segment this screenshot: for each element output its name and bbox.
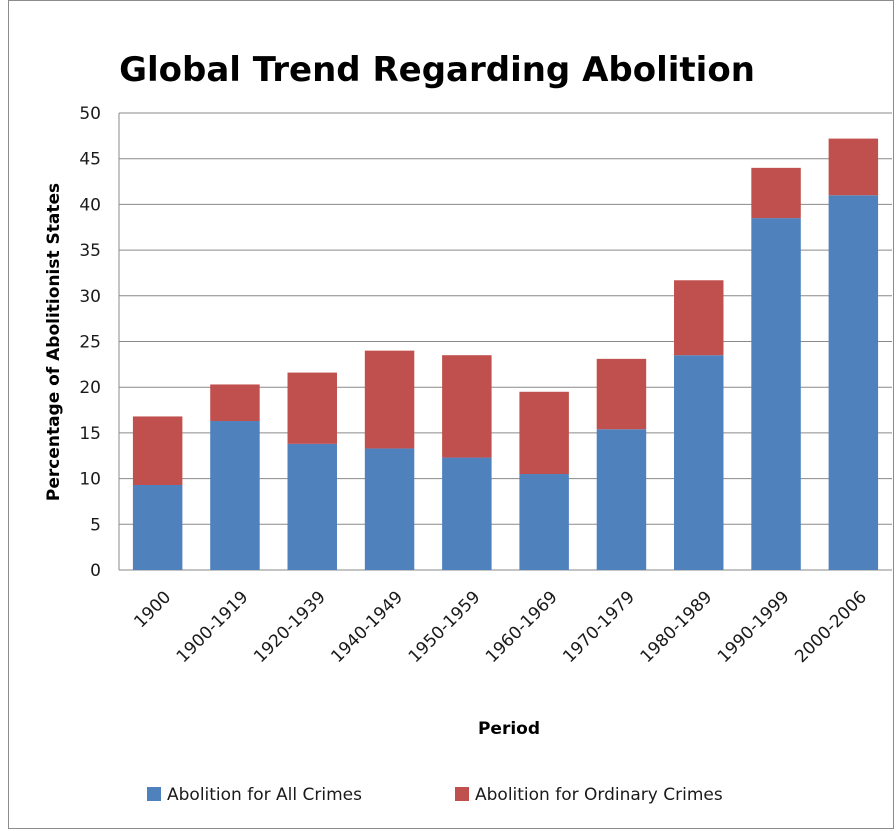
legend-swatch [147,787,161,801]
y-tick-label: 5 [90,515,101,535]
bar-all-crimes-1940-1949 [364,448,415,570]
bar-all-crimes-2000-2006 [828,195,879,570]
x-tick-label: 1960-1969 [482,587,562,667]
x-tick-label: 1980-1989 [637,587,717,667]
bar-all-crimes-1900-1919 [210,421,260,570]
bar-ordinary-crimes-2000-2006 [828,138,879,196]
legend-swatch [455,787,469,801]
y-axis-title: Percentage of Abolitionist States [44,183,64,501]
x-tick-label: 1940-1949 [327,587,407,667]
bar-ordinary-crimes-1960-1969 [519,391,569,475]
bar-all-crimes-1900 [132,484,183,570]
legend-label: Abolition for All Crimes [167,785,362,805]
bar-all-crimes-1920-1939 [287,443,337,570]
bar-ordinary-crimes-1900 [132,416,183,485]
y-tick-label: 35 [79,241,101,261]
y-tick-label: 15 [79,424,101,444]
chart-frame: Global Trend Regarding Abolition 0 5 10 15 2… [8,0,894,829]
x-axis-tick-labels: 19001900-19191920-19391940-19491950-1959… [130,587,870,667]
bar-ordinary-crimes-1940-1949 [364,350,415,449]
chart-canvas: Global Trend Regarding Abolition 0 5 10 15 2… [44,50,892,805]
y-tick-label: 0 [90,561,101,581]
bar-all-crimes-1990-1999 [751,218,801,571]
y-tick-label: 40 [79,195,101,215]
bar-all-crimes-1960-1969 [519,474,569,570]
y-tick-label: 45 [79,150,101,170]
y-tick-label: 50 [79,104,101,124]
bars [132,138,879,571]
y-tick-label: 20 [79,378,101,398]
x-tick-label: 1970-1979 [559,587,639,667]
bar-ordinary-crimes-1950-1959 [442,355,492,458]
bar-ordinary-crimes-1970-1979 [596,358,647,430]
x-tick-label: 1990-1999 [714,587,794,667]
bar-all-crimes-1970-1979 [596,429,647,570]
y-tick-label: 10 [79,470,101,490]
x-tick-label: 1950-1959 [405,587,485,667]
legend: Abolition for All Crimes Abolition for Or… [147,785,723,805]
chart-title: Global Trend Regarding Abolition [119,50,755,90]
x-tick-label: 2000-2006 [791,587,871,667]
bar-all-crimes-1950-1959 [442,457,492,570]
bar-ordinary-crimes-1990-1999 [751,167,801,219]
bar-ordinary-crimes-1900-1919 [210,384,260,422]
x-tick-label: 1900 [130,587,175,632]
y-tick-label: 30 [79,287,101,307]
y-tick-label: 25 [79,333,101,353]
bar-ordinary-crimes-1920-1939 [287,372,337,444]
x-tick-label: 1900-1919 [173,587,253,667]
y-axis-tick-labels: 0 5 10 15 20 25 30 35 40 45 50 [79,104,101,581]
x-axis-title: Period [478,719,540,739]
bar-ordinary-crimes-1980-1989 [674,280,724,356]
x-tick-label: 1920-1939 [250,587,330,667]
legend-label: Abolition for Ordinary Crimes [475,785,723,805]
bar-all-crimes-1980-1989 [674,355,724,570]
